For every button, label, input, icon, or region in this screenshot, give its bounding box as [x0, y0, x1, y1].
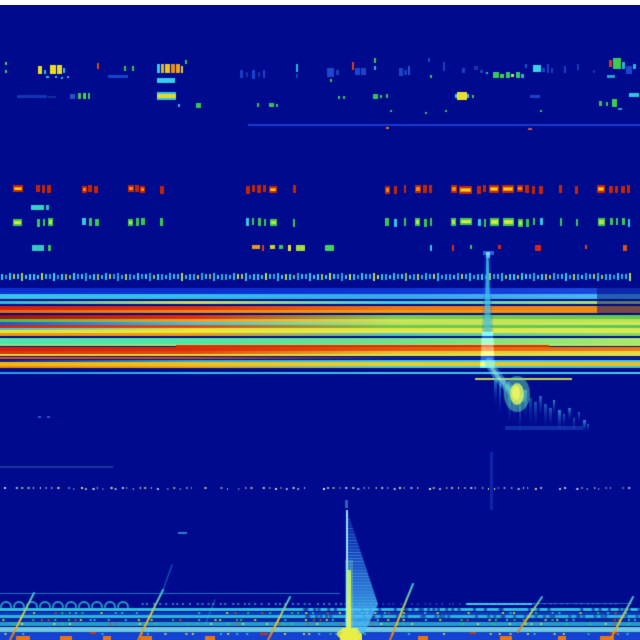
- window-top-border: [0, 0, 640, 5]
